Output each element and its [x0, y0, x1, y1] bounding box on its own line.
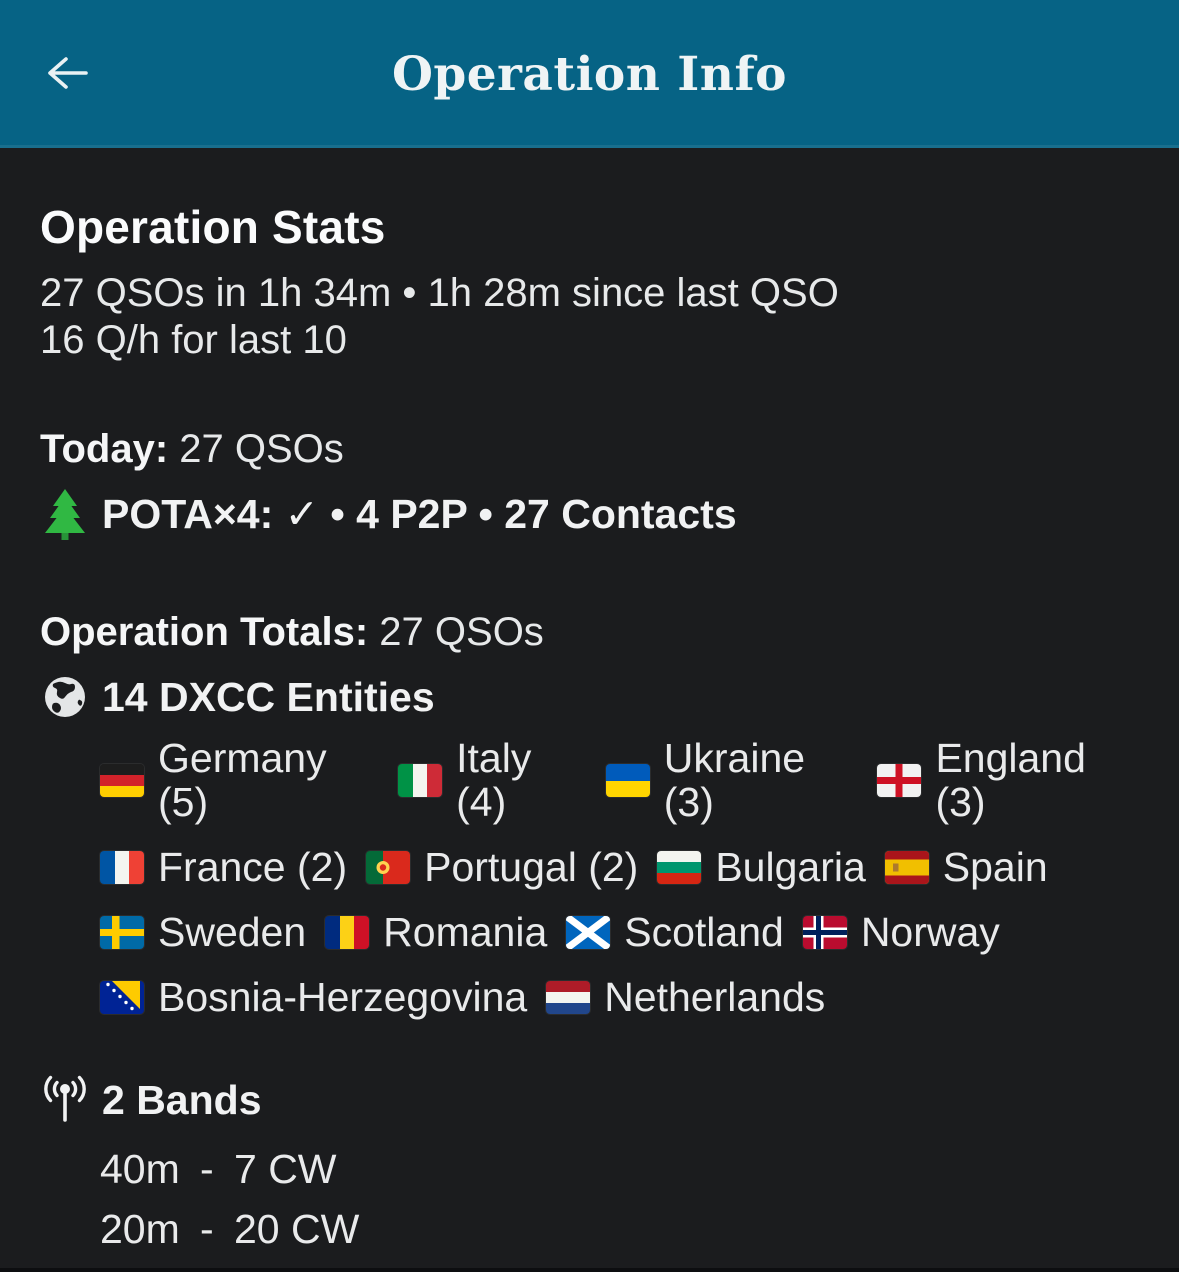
dxcc-entity-label: Bulgaria: [715, 844, 866, 890]
bands-section: 2 Bands 40m -7 CW 20m -20 CW: [40, 1075, 1139, 1259]
dxcc-heading: 14 DXCC Entities: [102, 673, 435, 720]
dxcc-entity: England (3): [877, 736, 1139, 824]
dxcc-entity: Germany (5): [100, 736, 379, 824]
band-name: 40m: [100, 1146, 180, 1192]
band-dash: -: [200, 1146, 214, 1192]
operation-totals-label: Operation Totals:: [40, 610, 369, 654]
bands-header-row: 2 Bands: [40, 1075, 1139, 1125]
flag-eng-icon: [877, 763, 922, 797]
dxcc-row: Germany (5) Italy (4) Ukraine (3) England (…: [100, 736, 1139, 824]
flag-se-icon: [100, 915, 144, 949]
page-title: Operation Info: [391, 46, 788, 102]
dxcc-entity: Spain: [884, 844, 1048, 890]
today-qso-count: 27 QSOs: [179, 427, 344, 471]
dxcc-row: France (2) Portugal (2) Bulgaria Spain: [100, 845, 1139, 889]
back-button[interactable]: [36, 42, 100, 106]
band-lines: 40m -7 CW 20m -20 CW: [100, 1139, 1139, 1259]
evergreen-tree-icon: [40, 489, 90, 540]
dxcc-entity-label: Bosnia-Herzegovina: [158, 974, 528, 1020]
bands-heading: 2 Bands: [102, 1076, 262, 1123]
flag-no-icon: [802, 915, 847, 949]
dxcc-entity-label: Portugal (2): [424, 844, 639, 890]
dxcc-header-row: 14 DXCC Entities: [40, 672, 1139, 722]
dxcc-entity-label: Scotland: [624, 909, 784, 955]
dxcc-flag-rows: Germany (5) Italy (4) Ukraine (3) England (…: [100, 736, 1139, 1019]
pota-status-text: POTA×4: ✓ • 4 P2P • 27 Contacts: [102, 491, 737, 537]
today-label: Today:: [40, 427, 169, 471]
dxcc-entity-label: Sweden: [158, 909, 307, 955]
flag-ua-icon: [605, 763, 650, 797]
dxcc-entity: Bulgaria: [657, 844, 866, 890]
dxcc-entity-label: Romania: [383, 909, 548, 955]
dxcc-row: Sweden Romania Scotland Norway: [100, 910, 1139, 954]
dxcc-entity: France (2): [100, 845, 347, 889]
dxcc-entity-label: France (2): [158, 844, 348, 890]
dxcc-entity: Portugal (2): [366, 845, 638, 889]
flag-de-icon: [100, 763, 144, 797]
dxcc-entity: Sweden: [100, 910, 306, 954]
globe-icon: [40, 672, 90, 722]
dxcc-row: Bosnia-Herzegovina Netherlands: [100, 975, 1139, 1019]
flag-es-icon: [884, 850, 929, 884]
band-mode-count: 20 CW: [234, 1206, 360, 1252]
flag-fr-icon: [100, 850, 144, 884]
operation-totals-qso-count: 27 QSOs: [379, 610, 544, 654]
bottom-edge: [0, 1268, 1179, 1272]
flag-ba-icon: [100, 980, 144, 1014]
today-section: Today: 27 QSOs POTA×4: ✓ • 4 P2P • 27 Co…: [40, 426, 1139, 540]
app-header: Operation Info: [0, 0, 1179, 148]
qso-rate-line: 16 Q/h for last 10: [40, 318, 347, 362]
flag-sct-icon: [566, 915, 611, 949]
dxcc-entity-label: Germany (5): [158, 735, 327, 825]
flag-it-icon: [398, 763, 443, 797]
dxcc-entity-label: Netherlands: [604, 974, 826, 1020]
dxcc-entity: Ukraine (3): [605, 735, 859, 825]
band-line: 20m -20 CW: [100, 1199, 1139, 1259]
band-dash: -: [200, 1206, 214, 1252]
dxcc-entity-label: Ukraine (3): [663, 735, 806, 825]
band-name: 20m: [100, 1206, 180, 1252]
pota-status-row: POTA×4: ✓ • 4 P2P • 27 Contacts: [40, 489, 1139, 540]
dxcc-entity-label: Norway: [860, 909, 1000, 955]
dxcc-entity: Norway: [802, 909, 1000, 955]
dxcc-entity: Italy (4): [398, 736, 587, 824]
antenna-icon: [40, 1075, 90, 1125]
operation-stats-heading: Operation Stats: [40, 201, 386, 253]
dxcc-entity: Netherlands: [546, 975, 825, 1019]
dxcc-entity-label: Spain: [942, 844, 1048, 890]
band-mode-count: 7 CW: [234, 1146, 337, 1192]
flag-nl-icon: [546, 980, 591, 1014]
dxcc-entity: Romania: [325, 910, 547, 954]
operation-totals-section: Operation Totals: 27 QSOs 14 DXCC Entiti…: [40, 609, 1139, 1019]
qso-summary-line: 27 QSOs in 1h 34m • 1h 28m since last QS…: [40, 271, 839, 315]
flag-bg-icon: [657, 850, 702, 884]
dxcc-entity: Scotland: [566, 910, 784, 954]
flag-pt-icon: [366, 850, 411, 884]
dxcc-entity-label: England (3): [935, 735, 1086, 825]
arrow-left-icon: [44, 51, 92, 98]
flag-ro-icon: [325, 915, 370, 949]
dxcc-entity: Bosnia-Herzegovina: [100, 975, 527, 1019]
operation-info-panel: Operation Stats 27 QSOs in 1h 34m • 1h 2…: [0, 148, 1179, 1259]
dxcc-entity-label: Italy (4): [456, 735, 532, 825]
band-line: 40m -7 CW: [100, 1139, 1139, 1199]
